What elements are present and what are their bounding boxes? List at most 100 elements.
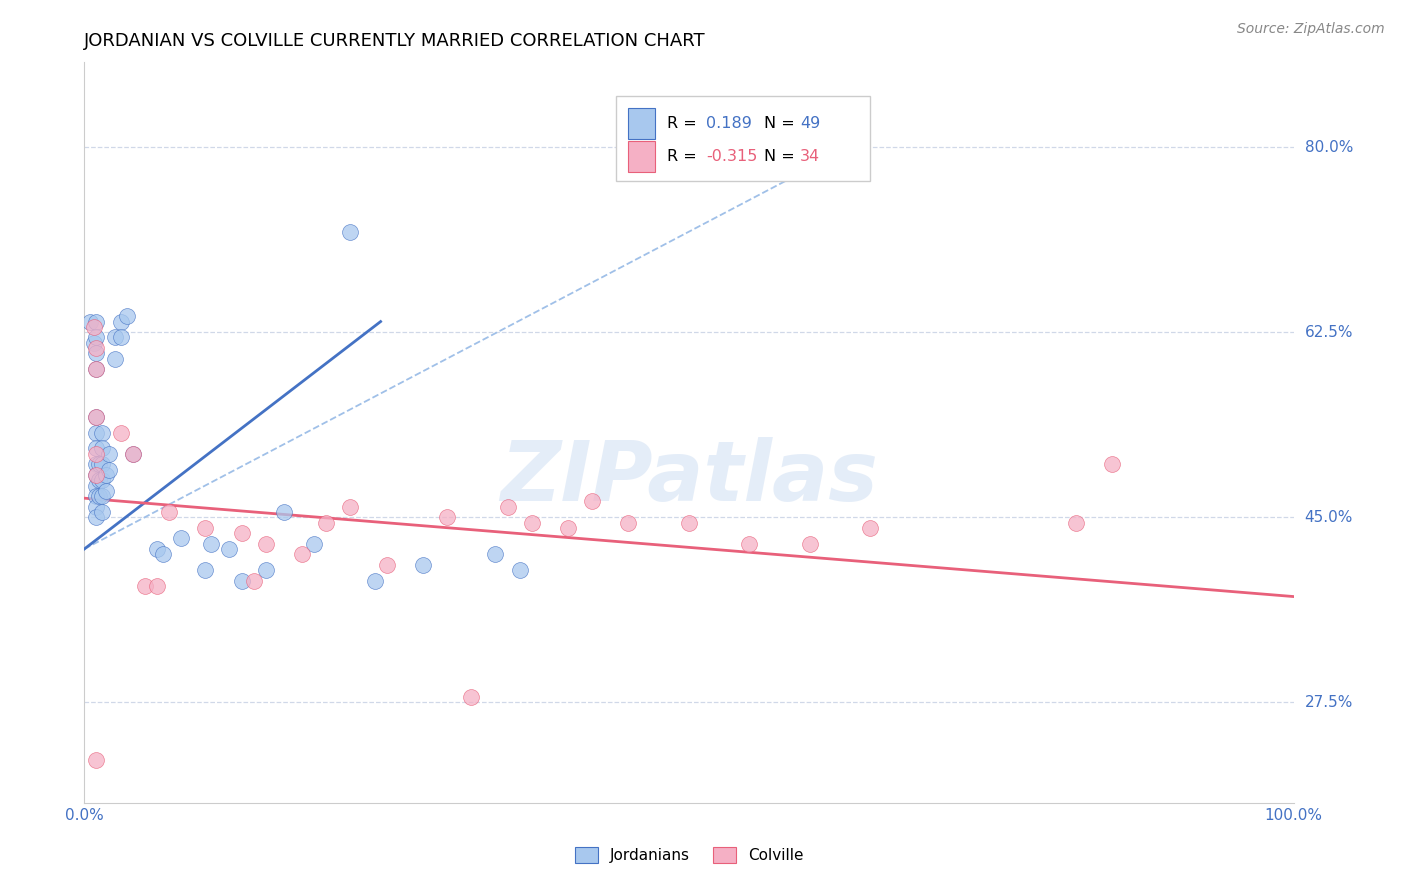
Point xyxy=(79,314,101,328)
Point xyxy=(339,225,361,239)
Point xyxy=(86,341,108,355)
Point xyxy=(738,536,761,550)
Point xyxy=(581,494,603,508)
Point xyxy=(86,467,108,482)
Point xyxy=(91,505,114,519)
Point xyxy=(91,473,114,487)
Point xyxy=(83,335,105,350)
Point xyxy=(110,314,132,328)
Point xyxy=(363,574,385,588)
Text: N =: N = xyxy=(763,149,800,164)
Point xyxy=(104,351,127,366)
Point xyxy=(115,310,138,324)
Point xyxy=(1064,516,1087,530)
Point xyxy=(242,574,264,588)
Text: -0.315: -0.315 xyxy=(706,149,758,164)
Point xyxy=(1101,458,1123,472)
Point xyxy=(86,754,108,768)
Point xyxy=(91,489,114,503)
Point xyxy=(460,690,482,704)
Point xyxy=(152,547,174,561)
Point xyxy=(91,425,114,440)
Point xyxy=(121,447,143,461)
Text: Source: ZipAtlas.com: Source: ZipAtlas.com xyxy=(1237,22,1385,37)
Point xyxy=(94,483,117,498)
Point xyxy=(375,558,398,572)
Text: JORDANIAN VS COLVILLE CURRENTLY MARRIED CORRELATION CHART: JORDANIAN VS COLVILLE CURRENTLY MARRIED … xyxy=(84,32,706,50)
Point xyxy=(87,489,110,503)
Point xyxy=(97,462,120,476)
Point xyxy=(678,516,700,530)
Point xyxy=(509,563,531,577)
Point xyxy=(218,541,240,556)
FancyBboxPatch shape xyxy=(616,95,870,181)
Point xyxy=(254,536,277,550)
Text: ZIPatlas: ZIPatlas xyxy=(501,436,877,517)
Point xyxy=(484,547,506,561)
Point xyxy=(86,425,108,440)
Point xyxy=(291,547,314,561)
Text: 62.5%: 62.5% xyxy=(1305,325,1353,340)
Point xyxy=(557,521,579,535)
Point xyxy=(520,516,543,530)
Point xyxy=(86,478,108,492)
Text: 49: 49 xyxy=(800,116,821,131)
Point xyxy=(86,447,108,461)
Point xyxy=(87,473,110,487)
Point xyxy=(86,467,108,482)
Point xyxy=(412,558,434,572)
Point xyxy=(86,330,108,344)
Text: 80.0%: 80.0% xyxy=(1305,139,1353,154)
Point xyxy=(110,425,132,440)
Point xyxy=(157,505,180,519)
Text: 45.0%: 45.0% xyxy=(1305,509,1353,524)
Text: 34: 34 xyxy=(800,149,820,164)
Point xyxy=(194,563,217,577)
Point xyxy=(86,442,108,456)
Point xyxy=(97,447,120,461)
Text: R =: R = xyxy=(668,149,702,164)
Point xyxy=(83,319,105,334)
Point xyxy=(104,330,127,344)
Point xyxy=(86,314,108,328)
Point xyxy=(231,574,253,588)
Point xyxy=(86,489,108,503)
Point xyxy=(146,541,169,556)
FancyBboxPatch shape xyxy=(628,141,655,172)
Point xyxy=(617,516,640,530)
Point xyxy=(91,442,114,456)
Point xyxy=(86,409,108,424)
Point xyxy=(86,500,108,514)
Point xyxy=(496,500,519,514)
Point xyxy=(436,510,458,524)
Text: 0.189: 0.189 xyxy=(706,116,752,131)
Point xyxy=(799,536,821,550)
Point xyxy=(273,505,295,519)
Point xyxy=(254,563,277,577)
Point xyxy=(86,346,108,360)
Point xyxy=(200,536,222,550)
Text: 27.5%: 27.5% xyxy=(1305,695,1353,710)
Point xyxy=(170,532,193,546)
Point xyxy=(146,579,169,593)
Point xyxy=(86,409,108,424)
Point xyxy=(194,521,217,535)
Point xyxy=(86,510,108,524)
Text: N =: N = xyxy=(763,116,800,131)
Text: R =: R = xyxy=(668,116,702,131)
Point xyxy=(134,579,156,593)
Point xyxy=(86,362,108,376)
Point xyxy=(86,362,108,376)
Legend: Jordanians, Colville: Jordanians, Colville xyxy=(568,841,810,869)
FancyBboxPatch shape xyxy=(628,108,655,139)
Point xyxy=(859,521,882,535)
Point xyxy=(339,500,361,514)
Point xyxy=(110,330,132,344)
Point xyxy=(94,467,117,482)
Point xyxy=(87,458,110,472)
Point xyxy=(231,526,253,541)
Point xyxy=(302,536,325,550)
Point xyxy=(86,458,108,472)
Point xyxy=(315,516,337,530)
Point xyxy=(91,458,114,472)
